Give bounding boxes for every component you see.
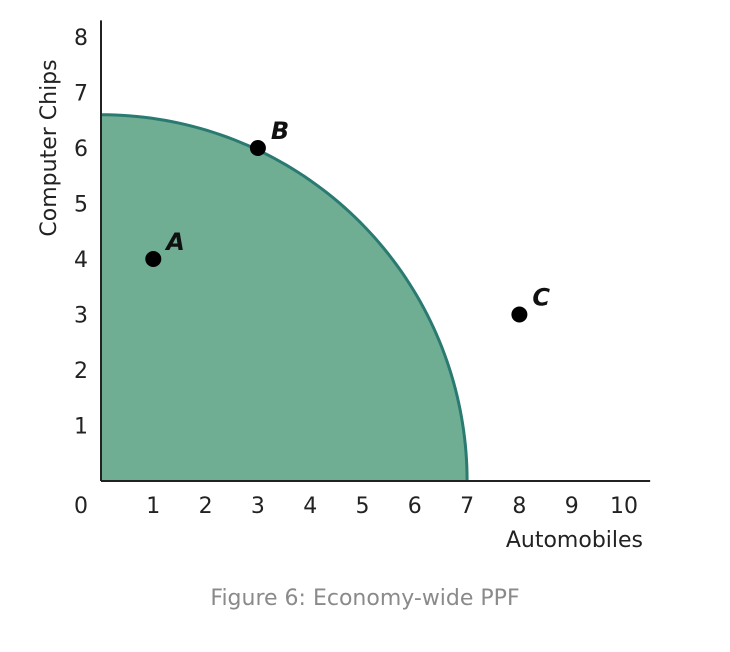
x-tick-label: 2 xyxy=(199,494,213,519)
x-tick-label: 9 xyxy=(565,494,579,519)
point-a xyxy=(145,251,162,267)
point-c xyxy=(511,306,528,323)
figure-caption: Figure 6: Economy-wide PPF xyxy=(210,586,520,611)
y-tick-label: 2 xyxy=(74,359,88,384)
point-label-c: C xyxy=(532,284,550,312)
y-tick-label: 7 xyxy=(74,82,88,107)
y-tick-label: 8 xyxy=(74,26,88,51)
x-tick-label: 7 xyxy=(460,494,474,519)
x-tick-label: 3 xyxy=(251,494,265,519)
y-tick-label: 6 xyxy=(74,137,88,162)
x-tick-label: 1 xyxy=(146,494,160,519)
y-tick-labels: 1 2 3 4 5 6 7 8 xyxy=(74,26,88,440)
ppf-area xyxy=(101,114,468,481)
point-label-b: B xyxy=(271,117,289,145)
x-tick-label: 5 xyxy=(356,494,370,519)
x-tick-label: 8 xyxy=(512,494,526,519)
x-tick-labels: 1 2 3 4 5 6 7 8 9 10 xyxy=(146,494,638,519)
ppf-chart: 1 2 3 4 5 6 7 8 9 10 1 2 3 4 5 6 7 8 0 Automobiles Compu… xyxy=(37,20,651,553)
x-axis-title: Automobiles xyxy=(506,528,643,553)
data-points: A B C xyxy=(145,117,550,323)
x-tick-label: 10 xyxy=(610,494,638,519)
y-tick-label: 4 xyxy=(74,248,88,273)
y-tick-label: 3 xyxy=(74,304,88,329)
point-label-a: A xyxy=(164,228,185,256)
y-tick-label: 5 xyxy=(74,193,88,218)
point-b xyxy=(249,140,266,156)
x-tick-label: 4 xyxy=(303,494,317,519)
ppf-curve xyxy=(100,113,469,482)
x-tick-label: 6 xyxy=(408,494,422,519)
y-tick-label: 1 xyxy=(74,415,88,440)
y-axis-title: Computer Chips xyxy=(37,59,62,236)
origin-label: 0 xyxy=(74,494,88,519)
